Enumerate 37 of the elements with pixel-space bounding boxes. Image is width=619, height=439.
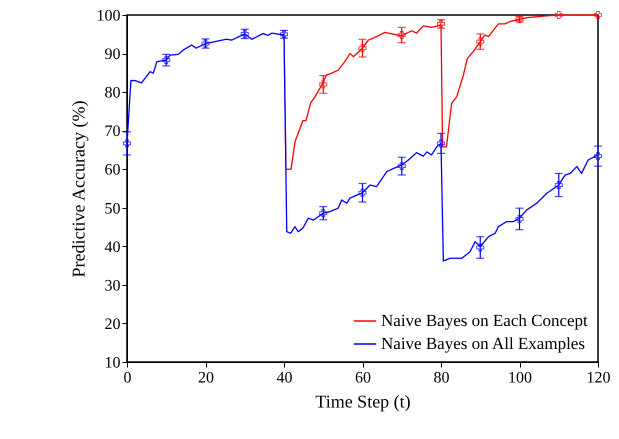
y-tick-label: 30 [104,277,120,294]
point [122,139,132,148]
x-tick-label: 80 [434,370,450,386]
x-tick-label: 20 [198,370,214,386]
y-tick-label: 80 [104,84,120,102]
y-tick-label: 70 [104,123,120,140]
point [398,162,406,170]
x-axis-title: Time Step (t) [315,392,411,412]
y-tick-label: 40 [104,238,120,256]
point [162,56,170,64]
x-tick-label: 0 [124,370,132,386]
y-tick-label: 60 [104,162,120,179]
point [594,152,602,160]
point [476,38,484,46]
point [319,80,328,88]
point [594,10,602,20]
point [436,139,446,148]
legend-label: Naive Bayes on Each Concept [381,311,588,330]
x-tick-label: 40 [276,370,292,386]
point [358,188,367,197]
point [554,180,563,190]
point [398,31,406,40]
y-tick-label: 10 [104,354,120,372]
y-tick-label: 100 [96,8,120,24]
point [358,44,367,52]
x-tick-label: 60 [355,370,371,386]
legend-label: Naive Bayes on All Examples [381,334,585,353]
y-tick-label: 20 [104,316,120,333]
point [515,214,524,223]
y-axis-title: Predictive Accuracy (%) [68,100,88,278]
y-tick-label: 50 [104,200,120,218]
point [319,209,328,218]
y-tick-label: 90 [104,46,120,64]
point [554,10,563,20]
x-tick-label: 100 [508,370,532,386]
x-tick-label: 120 [586,370,610,386]
point [476,243,484,252]
